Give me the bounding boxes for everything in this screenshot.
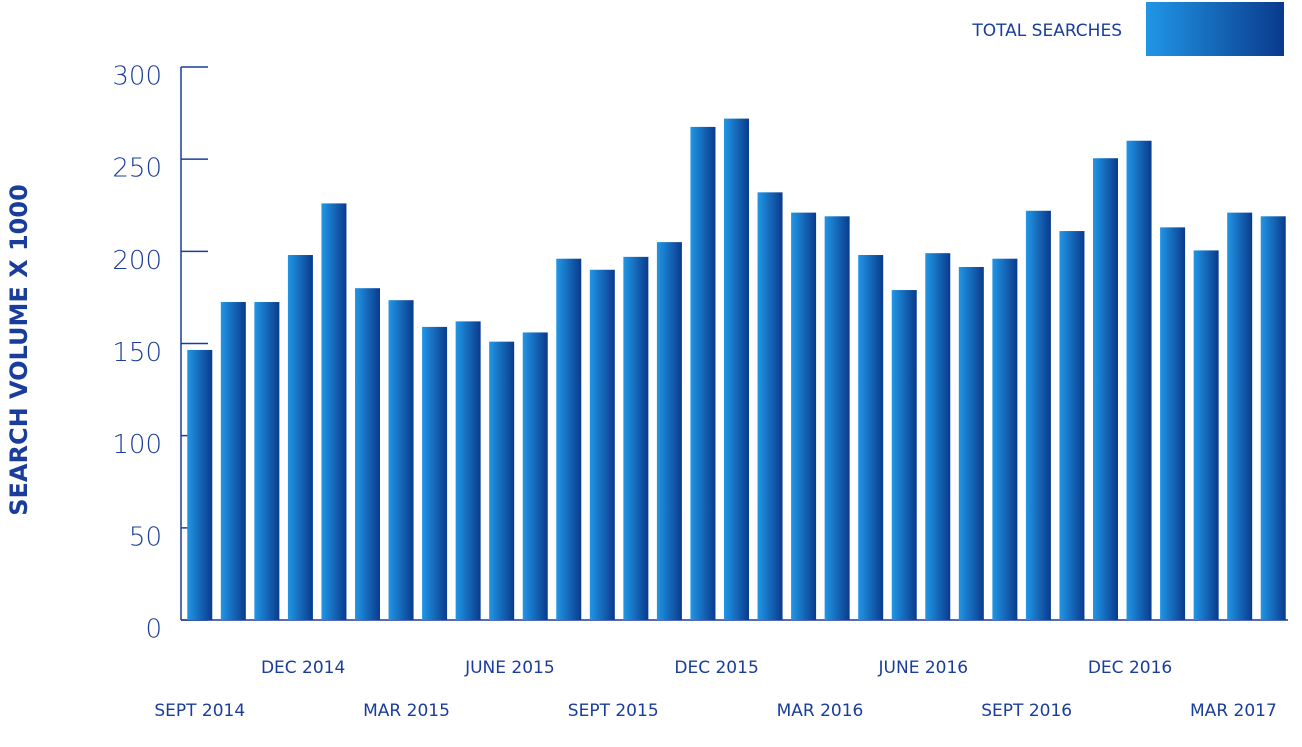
bar — [1059, 231, 1085, 620]
y-tick-label: 0 — [145, 615, 162, 645]
x-tick-label: JUNE 2015 — [464, 658, 555, 678]
bar — [522, 332, 548, 620]
bar — [1025, 210, 1051, 620]
bar — [891, 290, 917, 620]
y-tick-label: 300 — [112, 62, 162, 92]
x-tick-label: SEPT 2015 — [568, 701, 659, 721]
bar — [1260, 216, 1286, 620]
bar — [858, 255, 884, 620]
y-tick-label: 150 — [112, 338, 162, 368]
bar — [925, 253, 951, 620]
bar — [1227, 212, 1253, 620]
bar — [556, 258, 582, 620]
bar — [1093, 158, 1118, 620]
x-tick-label: MAR 2015 — [363, 701, 450, 721]
bar — [220, 302, 246, 620]
bar — [187, 349, 213, 620]
y-tick-label: 200 — [112, 246, 162, 276]
bar — [1193, 250, 1219, 620]
bar — [254, 302, 280, 620]
bar — [455, 321, 481, 620]
bar — [824, 216, 850, 620]
x-tick-label: DEC 2016 — [1088, 658, 1172, 678]
bar — [1160, 227, 1186, 620]
bar — [623, 256, 649, 620]
bar — [690, 126, 716, 621]
bar — [791, 212, 817, 620]
bar — [287, 255, 313, 620]
bar — [757, 192, 783, 620]
y-tick-label: 250 — [112, 154, 162, 184]
bar — [422, 326, 448, 620]
bar — [388, 300, 414, 620]
bar — [489, 341, 515, 620]
x-tick-label: DEC 2015 — [674, 658, 758, 678]
legend-swatch — [1146, 2, 1284, 56]
bar — [724, 118, 749, 620]
bar — [656, 242, 682, 620]
bar — [589, 269, 615, 620]
bar — [355, 288, 380, 620]
x-tick-label: DEC 2014 — [261, 658, 345, 678]
y-tick-label: 50 — [129, 522, 162, 552]
x-tick-label: JUNE 2016 — [878, 658, 969, 678]
y-tick-label: 100 — [112, 430, 162, 460]
y-axis-title: SEARCH VOLUME X 1000 — [5, 184, 33, 516]
bar — [321, 203, 347, 620]
x-tick-label: MAR 2016 — [777, 701, 864, 721]
bar — [1126, 140, 1152, 620]
bar — [992, 258, 1018, 620]
x-tick-label: MAR 2017 — [1190, 701, 1277, 721]
legend-label: TOTAL SEARCHES — [971, 21, 1122, 41]
bar — [958, 267, 984, 620]
x-tick-label: SEPT 2016 — [981, 701, 1072, 721]
x-tick-label: SEPT 2014 — [154, 701, 245, 721]
